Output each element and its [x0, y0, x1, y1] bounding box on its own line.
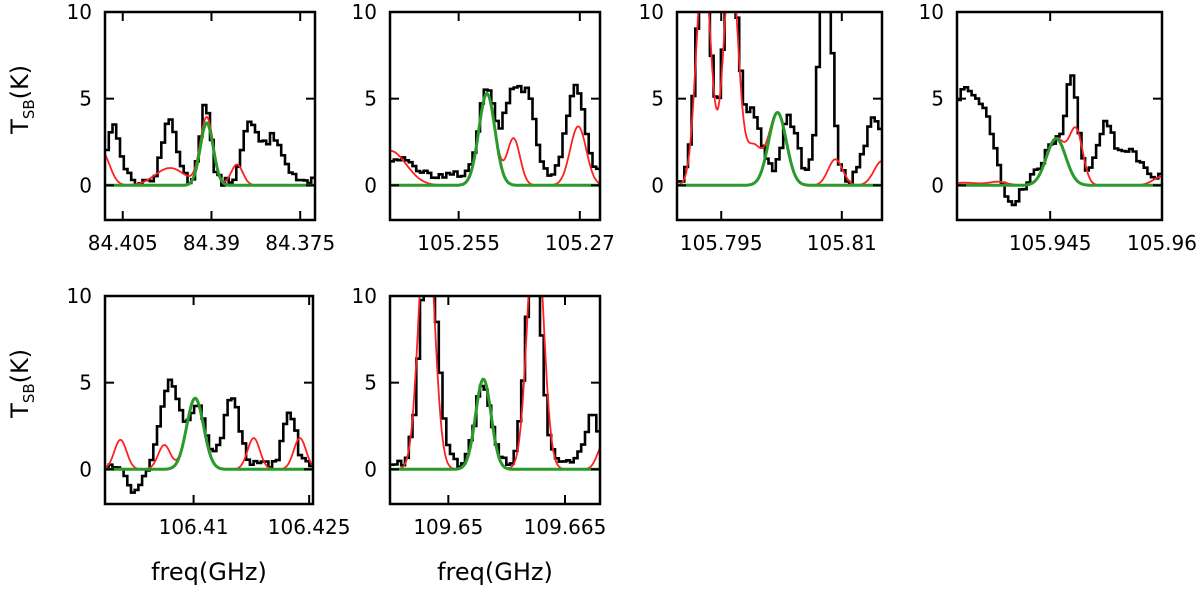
- x-tick-label: 109.65: [413, 515, 483, 539]
- y-tick-label: 5: [651, 87, 664, 111]
- y-tick-label: 5: [364, 371, 377, 395]
- panel-frame: [388, 10, 602, 222]
- y-tick-label: 10: [639, 0, 664, 24]
- y-tick-label: 0: [79, 457, 92, 481]
- series-species-model: [390, 377, 600, 471]
- series-full-model: [105, 397, 313, 471]
- plot-area: [390, 296, 600, 471]
- y-tick-label: 5: [79, 371, 92, 395]
- panel-p6: 0 5 10 109.65 109.665 freq(GHz): [352, 284, 607, 586]
- series-observed-spectrum: [957, 74, 1162, 207]
- x-axis-label: freq(GHz): [151, 558, 267, 586]
- x-tick-label: 105.96: [1127, 231, 1197, 255]
- y-tick-label: 10: [67, 284, 92, 308]
- x-tick-label: 105.945: [1009, 231, 1092, 255]
- series-observed-spectrum: [105, 103, 315, 187]
- x-tick-label: 84.405: [88, 231, 158, 255]
- x-tick-label: 84.39: [183, 231, 240, 255]
- plot-area: [105, 103, 315, 187]
- panel-frame: [388, 294, 602, 506]
- y-axis-label: TSB(K): [6, 349, 38, 419]
- x-tick-label: 106.41: [159, 515, 229, 539]
- y-tick-label: 10: [67, 0, 92, 24]
- plot-area: [390, 83, 600, 187]
- y-tick-label: 10: [919, 0, 944, 24]
- series-species-model: [390, 91, 600, 187]
- panel-p4: 0 5 10 105.945 105.96: [919, 0, 1197, 255]
- x-tick-label: 105.255: [417, 231, 500, 255]
- x-tick-label: 105.81: [807, 231, 877, 255]
- panel-p2: 0 5 10 105.255 105.27: [352, 0, 615, 255]
- y-tick-label: 0: [931, 173, 944, 197]
- y-tick-label: 5: [931, 87, 944, 111]
- panel-frame: [103, 294, 315, 506]
- y-tick-label: 0: [651, 173, 664, 197]
- x-axis-label: freq(GHz): [437, 558, 553, 586]
- plot-area: [957, 74, 1162, 207]
- y-tick-label: 0: [364, 173, 377, 197]
- y-axis-label: TSB(K): [6, 65, 38, 135]
- y-tick-label: 10: [352, 284, 377, 308]
- panel-p5: 0 5 10 106.41 106.425 TSB(K) freq(GHz): [6, 284, 351, 586]
- x-tick-label: 84.375: [265, 231, 335, 255]
- panel-p3: 0 5 10 105.795 105.81: [639, 0, 884, 255]
- panel-frame: [103, 10, 317, 222]
- panel-p1: 0 5 10 84.405 84.39 84.375 TSB(K): [6, 0, 335, 255]
- y-tick-label: 0: [79, 173, 92, 197]
- x-tick-label: 109.665: [524, 515, 607, 539]
- series-species-model: [105, 121, 315, 187]
- plot-area: [105, 378, 313, 494]
- y-tick-label: 10: [352, 0, 377, 24]
- series-observed-spectrum: [677, 12, 882, 186]
- y-tick-label: 0: [364, 457, 377, 481]
- series-observed-spectrum: [390, 83, 600, 180]
- x-tick-label: 105.795: [680, 231, 763, 255]
- panel-frame: [675, 10, 884, 222]
- panel-frame: [955, 10, 1164, 222]
- x-tick-label: 105.27: [545, 231, 615, 255]
- series-species-model: [105, 396, 313, 471]
- series-species-model: [677, 110, 882, 187]
- series-species-model: [957, 136, 1162, 187]
- y-tick-label: 5: [79, 87, 92, 111]
- series-observed-spectrum: [105, 378, 313, 494]
- y-tick-label: 5: [364, 87, 377, 111]
- x-tick-label: 106.425: [268, 515, 351, 539]
- plot-area: [677, 12, 882, 187]
